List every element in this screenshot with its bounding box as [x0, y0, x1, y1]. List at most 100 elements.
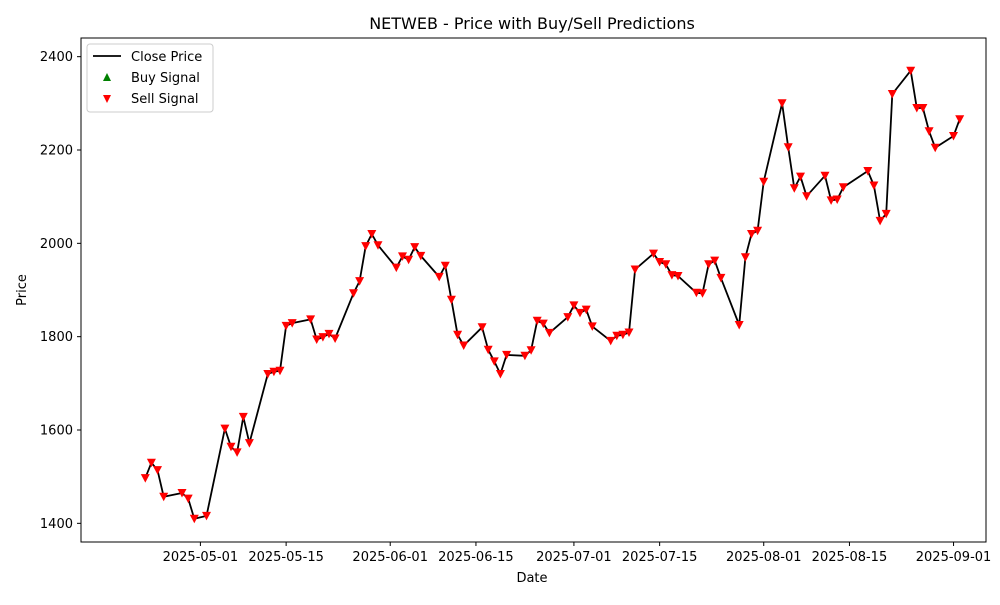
sell-signal-marker — [906, 66, 916, 76]
sell-signal-marker — [624, 328, 634, 337]
sell-signal-marker — [955, 115, 965, 124]
sell-signal-marker — [838, 183, 848, 192]
y-axis: 1400 1600 1800 2000 2200 2400 — [40, 50, 81, 532]
sell-signal-marker — [661, 260, 671, 269]
sell-signal-marker — [630, 265, 640, 274]
sell-signal-marker — [489, 357, 499, 366]
sell-signal-marker — [495, 370, 505, 379]
sell-signal-marker — [355, 277, 365, 286]
x-tick-label: 2025-07-01 — [536, 550, 612, 565]
y-axis-label: Price — [15, 274, 30, 306]
sell-signal-marker — [612, 331, 622, 341]
sell-signal-marker — [698, 289, 707, 298]
y-tick-label: 1800 — [40, 330, 73, 345]
x-tick-label: 2025-09-01 — [916, 550, 992, 565]
sell-signal-marker — [177, 489, 187, 498]
x-tick-label: 2025-06-15 — [438, 550, 514, 565]
sell-signal-marker — [459, 341, 469, 350]
sell-signal-marker — [434, 272, 444, 282]
sell-signal-marker — [740, 253, 750, 262]
sell-signal-marker — [318, 333, 328, 342]
sell-signal-marker — [140, 474, 150, 483]
sell-signal-marker — [832, 195, 842, 204]
sell-signal-series — [140, 66, 965, 524]
sell-signal-marker — [704, 260, 714, 269]
sell-signal-marker — [544, 328, 554, 338]
y-tick-label: 1400 — [40, 517, 73, 532]
sell-signal-marker — [789, 184, 799, 193]
sell-signal-marker — [802, 192, 812, 201]
sell-signal-marker — [189, 514, 199, 524]
sell-signal-marker — [538, 319, 548, 329]
sell-signal-marker — [618, 330, 628, 340]
sell-signal-marker — [373, 241, 383, 250]
sell-signal-marker — [747, 230, 756, 239]
sell-signal-marker — [202, 511, 211, 521]
sell-signal-marker — [330, 334, 340, 343]
x-tick-label: 2025-05-01 — [163, 550, 239, 565]
sell-signal-marker — [826, 196, 836, 205]
x-axis: 2025-05-01 2025-05-15 2025-06-01 2025-06-15… — [163, 542, 992, 565]
sell-signal-marker — [532, 316, 542, 326]
sell-signal-marker — [820, 171, 830, 181]
sell-signal-marker — [367, 230, 377, 239]
legend-buy-signal-swatch — [103, 73, 111, 81]
sell-signal-marker — [918, 104, 928, 113]
x-tick-label: 2025-08-15 — [812, 550, 888, 565]
sell-signal-marker — [526, 346, 536, 355]
sell-signal-marker — [581, 305, 591, 315]
sell-signal-marker — [263, 370, 273, 379]
sell-signal-marker — [710, 256, 720, 266]
sell-signal-marker — [753, 226, 763, 236]
sell-signal-marker — [238, 412, 248, 422]
sell-signal-marker — [502, 350, 512, 360]
sell-signal-marker — [453, 330, 463, 340]
sell-signal-marker — [587, 322, 597, 331]
sell-signal-marker — [563, 313, 573, 322]
x-tick-label: 2025-06-01 — [352, 550, 428, 565]
sell-signal-marker — [391, 263, 401, 273]
sell-signal-marker — [146, 458, 156, 468]
sell-signal-marker — [232, 448, 242, 457]
y-tick-label: 2200 — [40, 144, 73, 159]
sell-signal-marker — [244, 439, 254, 448]
sell-signal-marker — [924, 127, 934, 136]
sell-signal-marker — [404, 255, 414, 265]
sell-signal-marker — [269, 367, 279, 377]
y-tick-label: 2000 — [40, 237, 73, 252]
sell-signal-marker — [796, 172, 805, 182]
sell-signal-marker — [183, 494, 193, 504]
sell-signal-marker — [569, 301, 579, 310]
sell-signal-marker — [159, 492, 169, 502]
sell-signal-marker — [275, 366, 285, 376]
sell-signal-marker — [306, 315, 316, 324]
y-tick-label: 1600 — [40, 424, 73, 439]
sell-signal-marker — [649, 249, 658, 259]
plot-area-frame — [80, 37, 987, 543]
sell-signal-marker — [949, 132, 958, 141]
close-price-line — [144, 69, 961, 520]
legend-sell-signal-label: Sell Signal — [131, 92, 199, 107]
sell-signal-marker — [691, 288, 701, 298]
sell-signal-marker — [912, 104, 922, 113]
sell-signal-marker — [410, 243, 420, 252]
sell-signal-marker — [887, 90, 897, 99]
sell-signal-marker — [606, 336, 616, 346]
sell-signal-marker — [483, 345, 493, 355]
sell-signal-marker — [734, 321, 744, 330]
sell-signal-marker — [863, 167, 873, 176]
sell-signal-marker — [226, 442, 236, 452]
legend: Close Price Buy Signal Sell Signal — [86, 43, 214, 113]
sell-signal-marker — [220, 424, 230, 434]
sell-signal-marker — [398, 252, 407, 261]
sell-signal-marker — [575, 308, 585, 318]
sell-signal-marker — [153, 466, 162, 475]
sell-signal-marker — [875, 216, 885, 226]
sell-signal-marker — [440, 261, 450, 271]
x-axis-label: Date — [516, 571, 547, 586]
sell-signal-marker — [312, 335, 322, 344]
x-tick-label: 2025-07-15 — [622, 550, 698, 565]
legend-sell-signal-swatch — [103, 95, 111, 103]
